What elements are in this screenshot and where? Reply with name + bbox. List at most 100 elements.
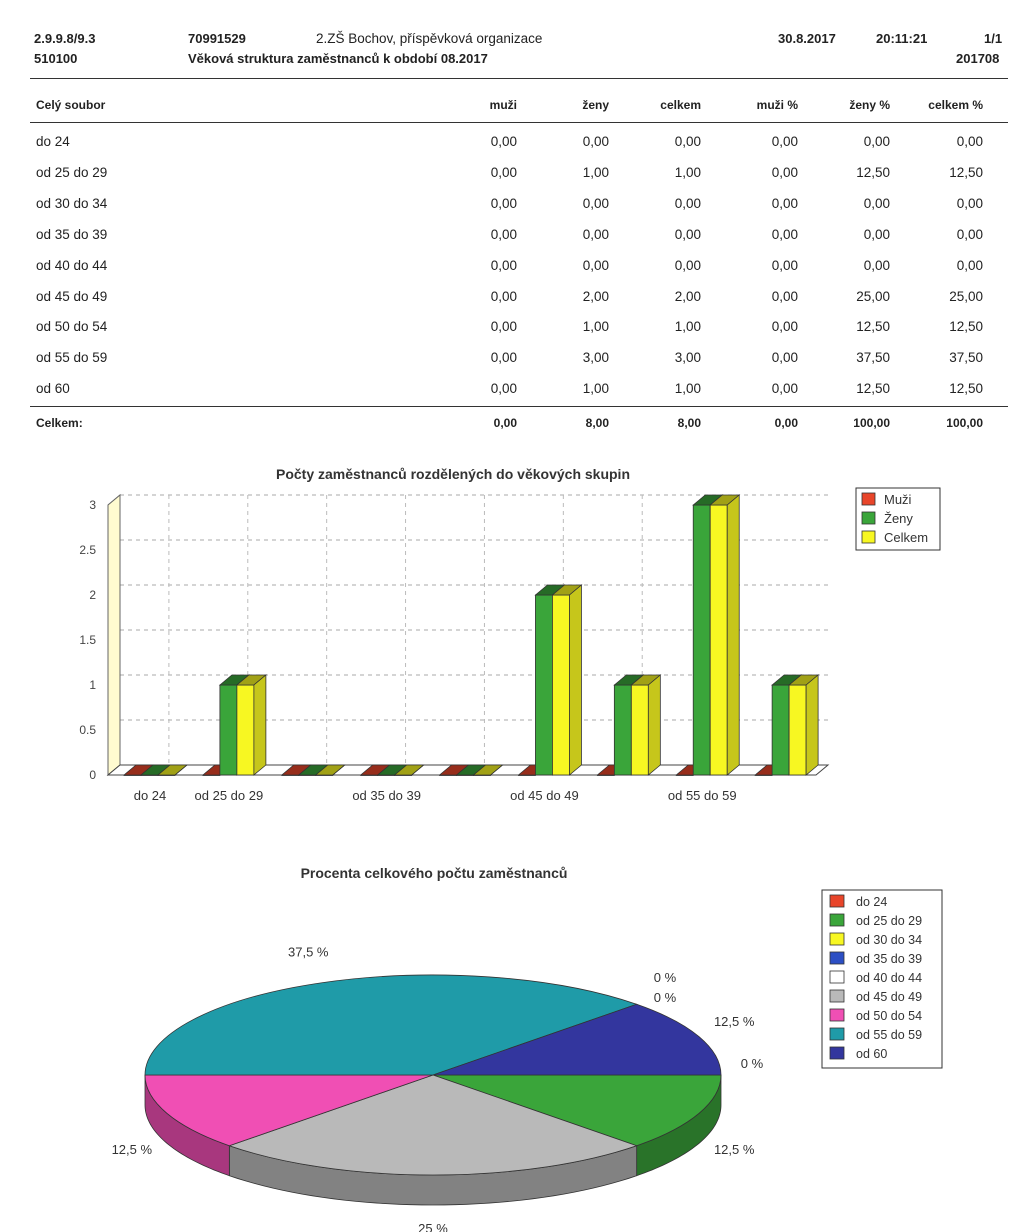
table-cell: 0,00 bbox=[863, 195, 890, 211]
pie-pct-label: 0 % bbox=[654, 990, 677, 1005]
report-time: 20:11:21 bbox=[876, 31, 928, 46]
legend-label: Ženy bbox=[884, 511, 913, 526]
pie-slice bbox=[228, 1074, 638, 1176]
bar-side bbox=[647, 674, 661, 776]
table-cell: 1,00 bbox=[582, 319, 609, 335]
table-cell: 0,00 bbox=[771, 257, 798, 273]
pie-chart: Procenta celkového počtu zaměstnanců 0 % 1… bbox=[112, 865, 943, 1232]
bar-front bbox=[709, 504, 728, 776]
bar-side bbox=[726, 494, 740, 776]
table-cell: 0,00 bbox=[956, 195, 983, 211]
total-cell: 8,00 bbox=[585, 416, 609, 430]
column-header: celkem % bbox=[928, 98, 983, 112]
chart-legend: Muži Ženy Celkem bbox=[855, 487, 941, 551]
legend-label: Muži bbox=[884, 492, 912, 507]
legend-swatch bbox=[829, 894, 845, 908]
pie-legend: do 24 od 25 do 29 od 30 do 34 od 35 do 39 od… bbox=[821, 889, 943, 1069]
report-subtitle: Věková struktura zaměstnanců k období 08… bbox=[188, 51, 488, 66]
table-cell: 25,00 bbox=[949, 288, 983, 304]
table-cell: 1,00 bbox=[674, 164, 701, 180]
legend-swatch bbox=[829, 913, 845, 927]
bar bbox=[314, 764, 346, 776]
bar-front bbox=[692, 504, 711, 776]
table-cell: 0,00 bbox=[863, 134, 890, 149]
table-cell: 2,00 bbox=[582, 288, 609, 304]
table-cell: 0,00 bbox=[771, 226, 798, 242]
table-cell: 0,00 bbox=[582, 195, 609, 211]
legend-swatch bbox=[829, 989, 845, 1003]
bar bbox=[551, 584, 583, 776]
table-cell: 2,00 bbox=[674, 288, 701, 304]
table-cell: 1,00 bbox=[674, 319, 701, 335]
legend-swatch bbox=[829, 951, 845, 965]
table-cell: 0,00 bbox=[863, 257, 890, 273]
y-tick-label: 2 bbox=[89, 588, 96, 602]
table-cell: 0,00 bbox=[674, 257, 701, 273]
table-cell: 0,00 bbox=[490, 288, 517, 304]
pie-pct-label: 25 % bbox=[418, 1221, 448, 1232]
y-tick-label: 1.5 bbox=[79, 633, 96, 647]
legend-label: od 40 do 44 bbox=[856, 971, 922, 985]
total-cell: 0,00 bbox=[493, 416, 517, 430]
column-header: ženy bbox=[582, 98, 609, 112]
column-header: celkem bbox=[660, 98, 701, 112]
row-label: od 30 do 34 bbox=[36, 195, 108, 211]
table-cell: 37,50 bbox=[949, 350, 983, 366]
table-cell: 12,50 bbox=[856, 319, 890, 335]
bar-front bbox=[219, 684, 238, 776]
legend-label: od 45 do 49 bbox=[856, 990, 922, 1004]
y-tick-label: 2.5 bbox=[79, 543, 96, 557]
legend-swatch bbox=[829, 970, 845, 984]
table-cell: 0,00 bbox=[582, 134, 609, 149]
table-cell: 0,00 bbox=[490, 195, 517, 211]
total-cell: 100,00 bbox=[853, 416, 890, 430]
organization-id: 70991529 bbox=[188, 31, 246, 46]
bar-side bbox=[253, 674, 267, 776]
legend-label: do 24 bbox=[856, 895, 887, 909]
row-label: od 40 do 44 bbox=[36, 257, 108, 273]
report-code: 2.9.9.8/9.3 bbox=[34, 31, 96, 46]
bar bbox=[472, 764, 504, 776]
legend-swatch bbox=[829, 1027, 845, 1041]
table-cell: 0,00 bbox=[771, 319, 798, 335]
bar-side bbox=[569, 584, 582, 776]
table-cell: 0,00 bbox=[771, 134, 798, 149]
table-cell: 37,50 bbox=[856, 350, 890, 366]
legend-label: od 30 do 34 bbox=[856, 933, 922, 947]
report-code-2: 510100 bbox=[34, 51, 78, 66]
table-cell: 0,00 bbox=[771, 350, 798, 366]
bar-side bbox=[805, 674, 819, 776]
legend-label: od 60 bbox=[856, 1047, 887, 1061]
legend-swatch bbox=[829, 1046, 845, 1060]
bar-front bbox=[771, 684, 790, 776]
bar-side bbox=[332, 764, 346, 776]
table-cell: 0,00 bbox=[863, 226, 890, 242]
pie-pct-label: 12,5 % bbox=[112, 1142, 153, 1157]
bar bbox=[156, 764, 189, 776]
legend-label: od 55 do 59 bbox=[856, 1028, 922, 1042]
table-cell: 3,00 bbox=[674, 350, 701, 366]
table-cell: 0,00 bbox=[771, 195, 798, 211]
row-label: do 24 bbox=[36, 134, 70, 149]
pie-pct-label: 37,5 % bbox=[288, 945, 329, 960]
row-label: od 25 do 29 bbox=[36, 164, 108, 180]
x-tick-label: od 25 do 29 bbox=[195, 788, 264, 803]
header-divider bbox=[30, 78, 1008, 79]
bar bbox=[235, 674, 267, 776]
bar-front bbox=[535, 594, 553, 776]
x-tick-label: do 24 bbox=[134, 788, 167, 803]
table-cell: 0,00 bbox=[956, 226, 983, 242]
table-cell: 0,00 bbox=[490, 350, 517, 366]
total-label: Celkem: bbox=[36, 416, 83, 430]
bar-side bbox=[490, 764, 503, 776]
table-cell: 0,00 bbox=[674, 226, 701, 242]
y-tick-label: 0 bbox=[89, 768, 96, 782]
legend-swatch bbox=[861, 492, 876, 506]
legend-label: od 25 do 29 bbox=[856, 914, 922, 928]
legend-label: Celkem bbox=[884, 530, 928, 545]
bar-front bbox=[788, 684, 807, 776]
table-cell: 0,00 bbox=[490, 134, 517, 149]
table-cell: 0,00 bbox=[674, 195, 701, 211]
table-cell: 0,00 bbox=[771, 288, 798, 304]
report-period: 201708 bbox=[956, 51, 1000, 66]
